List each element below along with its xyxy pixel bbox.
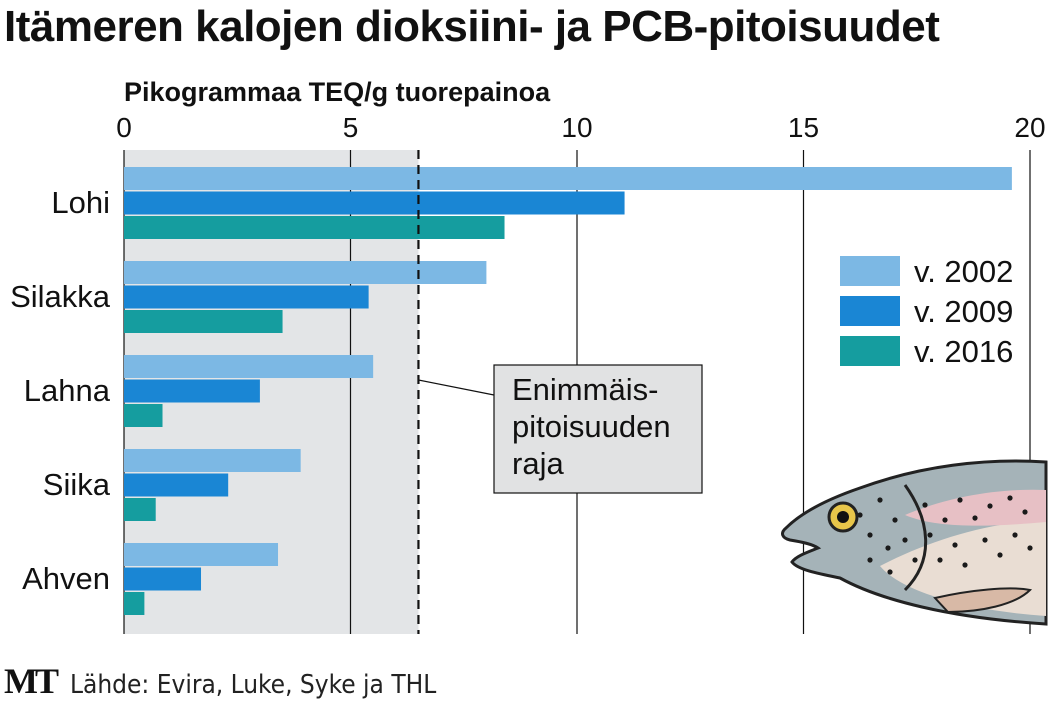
legend-label: v. 2002 [914,254,1013,289]
bar [124,191,625,215]
legend-swatch [840,256,900,286]
bar [124,543,279,566]
x-axis-label: Pikogrammaa TEQ/g tuorepainoa [124,77,551,107]
chart-title: Itämeren kalojen dioksiini- ja PCB-pitoi… [4,2,940,51]
salmon-head-illustration [781,459,1048,626]
bar [124,567,202,591]
callout-label: Enimmäis- [512,372,658,407]
legend-swatch [840,336,900,366]
fish-spot [892,517,898,523]
bar [124,449,301,472]
publisher-logo: MT [4,661,59,701]
callout-box [493,364,703,494]
fish-spot [927,532,933,538]
bar [124,379,260,403]
category-label: Siika [43,467,111,502]
bar [124,216,505,239]
fish-spot [937,557,943,563]
fish-spot [982,537,988,543]
fish-spot [902,537,908,543]
x-tick-label: 15 [788,112,819,143]
fish-spot [942,517,948,523]
fish-spot [972,515,978,521]
fish-spot [867,557,873,563]
bar [124,261,487,284]
category-label: Lohi [51,185,110,220]
bar [124,310,283,333]
fish-pectoral-fin [933,587,1033,614]
fish-spot [922,502,928,508]
legend-swatch [840,296,900,326]
bar [124,592,145,615]
fish-spot [957,497,963,503]
bar [124,355,374,378]
fish-spot [1022,509,1028,515]
bar [124,404,163,427]
fish-spot [877,497,883,503]
x-tick-label: 10 [561,112,592,143]
fish-spot [1012,532,1018,538]
callout-label: raja [512,446,564,481]
fish-spot [987,503,993,509]
fish-spot [997,552,1003,558]
category-label: Lahna [24,373,111,408]
fish-gill-cover [903,484,928,592]
callout-leader [418,379,495,396]
footer: MT Lähde: Evira, Luke, Syke ja THL [4,660,436,702]
bar [124,498,156,521]
fish-spot [962,562,968,568]
legend-label: v. 2009 [914,294,1013,329]
bar [124,167,1012,190]
callout-label: pitoisuuden [512,409,671,444]
bar [124,285,369,309]
fish-spot [887,569,893,575]
x-tick-label: 20 [1014,112,1045,143]
fish-spot [912,557,918,563]
fish-spot [1007,495,1013,501]
fish-spot [867,532,873,538]
x-tick-label: 5 [343,112,359,143]
fish-spot [952,542,958,548]
bar [124,473,229,497]
category-label: Silakka [10,279,111,314]
fish-spot [857,512,863,518]
fish-spot [1027,545,1033,551]
source-note: Lähde: Evira, Luke, Syke ja THL [70,670,437,700]
category-label: Ahven [22,561,110,596]
legend-label: v. 2016 [914,334,1013,369]
x-tick-label: 0 [116,112,132,143]
fish-spot [885,545,891,551]
fish-pupil [837,511,849,523]
